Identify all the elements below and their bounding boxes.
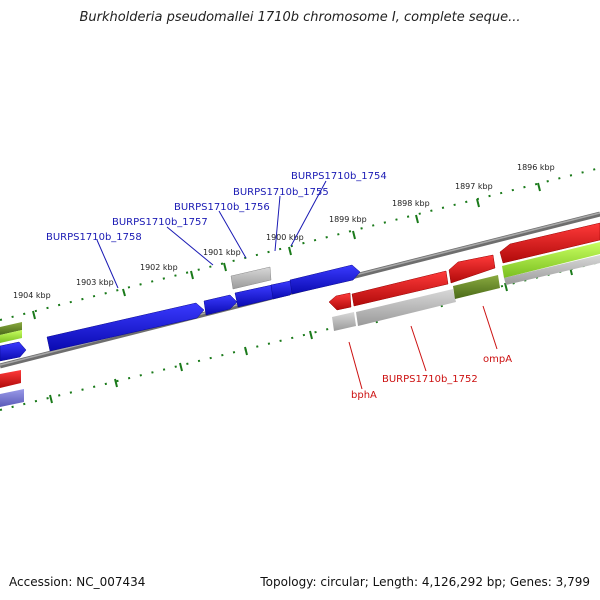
forward-strand-genes <box>0 264 361 362</box>
tick-label-1900: 1900 kbp <box>266 233 304 242</box>
gene-partial-left-olive[interactable] <box>0 322 22 335</box>
gene-partial-left-red[interactable] <box>0 370 21 388</box>
label-burps1710b-1757[interactable]: BURPS1710b_1757 <box>112 217 208 228</box>
label-ompA[interactable]: ompA <box>483 354 512 365</box>
gene-olive-lower[interactable] <box>453 275 500 299</box>
gene-lime-right[interactable] <box>502 242 600 278</box>
label-bphA[interactable]: bphA <box>351 390 377 401</box>
gene-ompA[interactable] <box>448 254 496 284</box>
gene-grey-lower-1[interactable] <box>332 312 356 331</box>
gene-red-right[interactable] <box>499 222 600 264</box>
gene-bphA[interactable] <box>328 292 352 311</box>
gene-grey-right[interactable] <box>504 255 600 285</box>
tick-label-1902: 1902 kbp <box>140 263 178 272</box>
tick-label-1899: 1899 kbp <box>329 215 367 224</box>
gene-partial-left-lavender[interactable] <box>0 389 24 407</box>
leader-lines-top <box>96 180 327 289</box>
label-burps1710b-1755[interactable]: BURPS1710b_1755 <box>233 187 329 198</box>
label-burps1710b-1754[interactable]: BURPS1710b_1754 <box>291 171 387 182</box>
tick-label-1904: 1904 kbp <box>13 291 51 300</box>
label-burps1710b-1758[interactable]: BURPS1710b_1758 <box>46 232 142 243</box>
gene-labels-top: BURPS1710b_1758 BURPS1710b_1757 BURPS171… <box>46 171 387 243</box>
genome-summary-text: Topology: circular; Length: 4,126,292 bp… <box>260 575 590 589</box>
label-burps1710b-1752[interactable]: BURPS1710b_1752 <box>382 374 478 385</box>
reverse-strand-genes <box>328 222 600 331</box>
accession-text: Accession: NC_007434 <box>9 575 146 589</box>
gene-partial-left-lime[interactable] <box>0 330 22 343</box>
gene-partial-left-blue[interactable] <box>0 341 27 362</box>
tick-label-1903: 1903 kbp <box>76 278 114 287</box>
label-burps1710b-1756[interactable]: BURPS1710b_1756 <box>174 202 270 213</box>
tick-label-1896: 1896 kbp <box>517 163 555 172</box>
gene-burps1710b-1757[interactable] <box>203 294 238 316</box>
gene-burps1710b-1752[interactable] <box>351 270 449 307</box>
tick-labels: 1904 kbp 1903 kbp 1902 kbp 1901 kbp 1900… <box>13 163 555 300</box>
tick-label-1897: 1897 kbp <box>455 182 493 191</box>
left-edge-genes <box>0 322 24 407</box>
gene-burps1710b-1754[interactable] <box>289 264 361 295</box>
tick-ruler-upper <box>0 167 600 321</box>
gene-grey-lower-2[interactable] <box>356 289 456 326</box>
gene-burps1710b-1758[interactable] <box>46 302 205 352</box>
leader-lines-bottom <box>348 305 498 390</box>
map-title: Burkholderia pseudomallei 1710b chromoso… <box>79 10 521 25</box>
tick-label-1898: 1898 kbp <box>392 199 430 208</box>
gene-labels-bottom: bphA BURPS1710b_1752 ompA <box>351 354 512 401</box>
tick-label-1901: 1901 kbp <box>203 248 241 257</box>
gene-pseudo-grey-top[interactable] <box>230 266 272 290</box>
